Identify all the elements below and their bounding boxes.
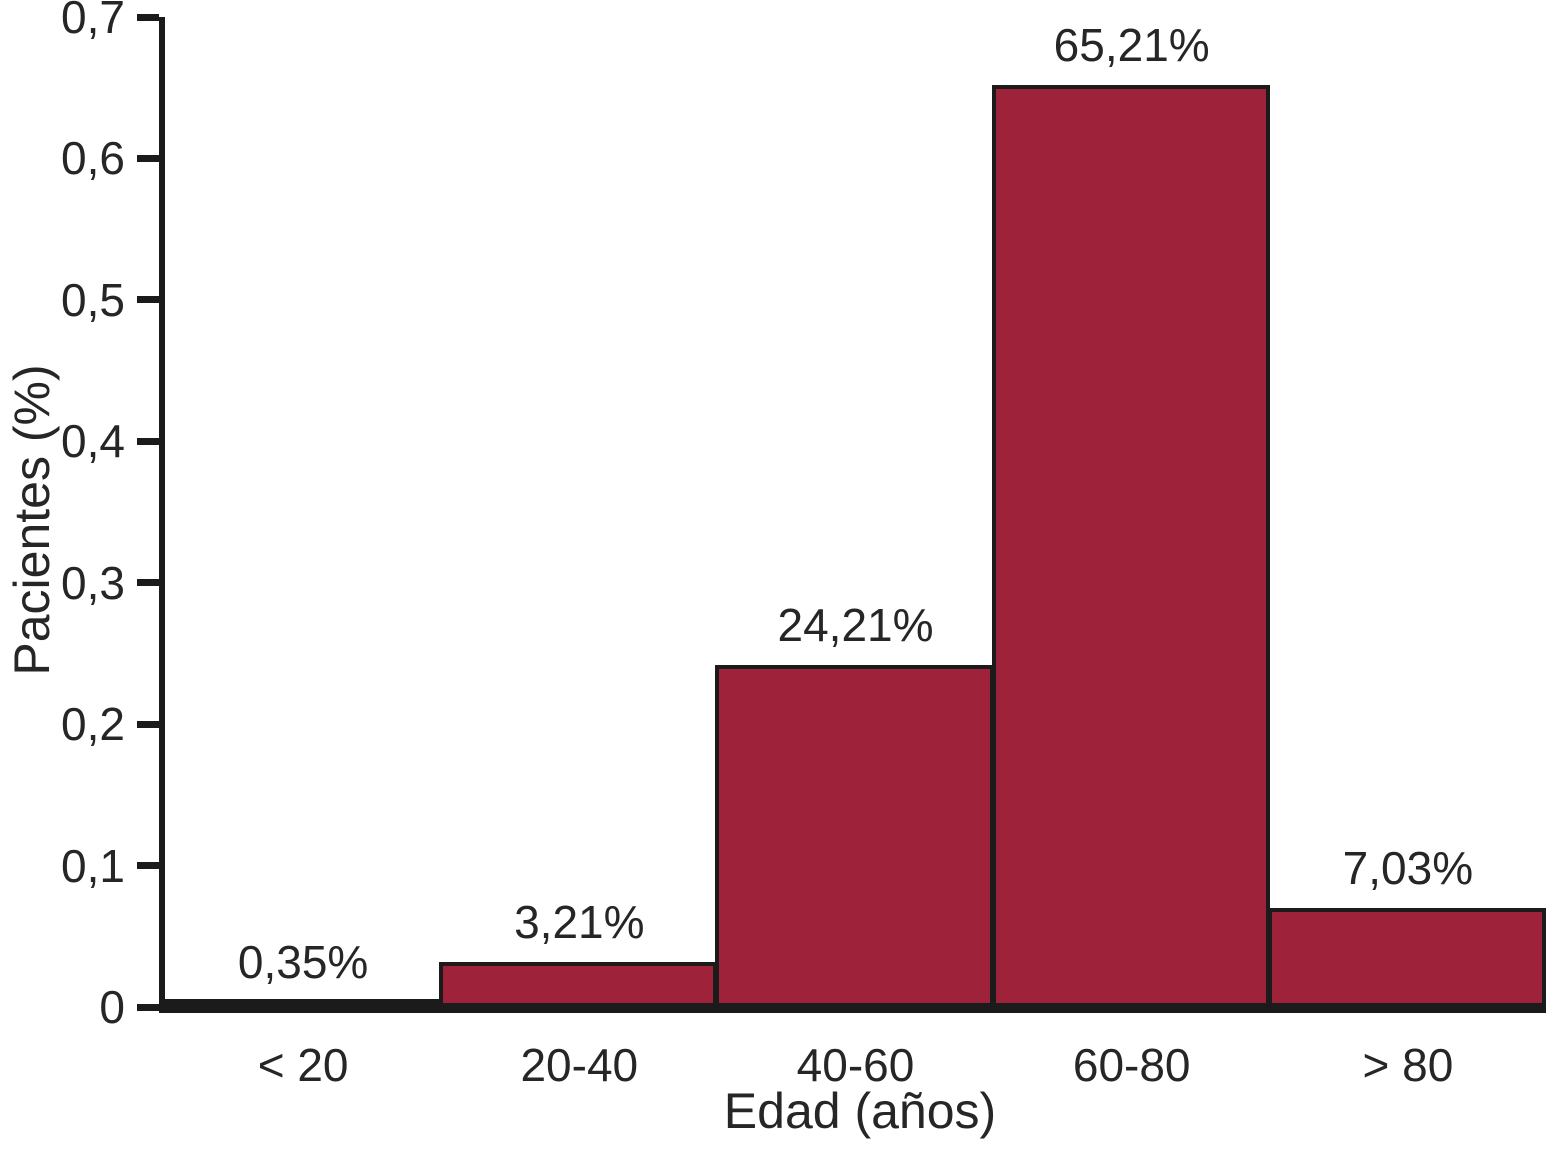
- x-tick-label: 20-40: [520, 1039, 639, 1091]
- x-tick-label: 40-60: [796, 1039, 915, 1091]
- bar: [439, 961, 718, 1007]
- y-tick-label: 0,5: [61, 273, 125, 326]
- y-tick-label: 0,7: [61, 0, 125, 43]
- y-tick-mark: [137, 437, 159, 445]
- bar-value-label: 24,21%: [777, 598, 934, 651]
- bar-value-label: 7,03%: [1342, 841, 1474, 894]
- y-tick-label: 0,6: [61, 132, 125, 185]
- y-tick-mark: [137, 154, 159, 162]
- y-tick-mark: [137, 579, 159, 587]
- y-tick-label: 0,2: [61, 698, 125, 751]
- y-tick-mark: [137, 13, 159, 21]
- y-tick-label: 0,1: [61, 839, 125, 892]
- bar-value-label: 0,35%: [237, 936, 369, 989]
- bar: [165, 999, 442, 1007]
- y-tick-mark: [137, 720, 159, 728]
- x-tick-label: < 20: [257, 1039, 349, 1091]
- y-tick-label: 0: [99, 981, 125, 1033]
- bar: [991, 84, 1270, 1007]
- y-tick-mark: [137, 1003, 159, 1011]
- bar-value-label: 65,21%: [1053, 18, 1210, 71]
- y-axis-title: Pacientes (%): [4, 364, 60, 676]
- bar-value-label: 3,21%: [514, 895, 645, 948]
- y-tick-label: 0,3: [61, 556, 125, 609]
- bar: [1267, 907, 1546, 1007]
- y-tick-mark: [137, 862, 159, 870]
- x-tick-label: 60-80: [1072, 1039, 1191, 1091]
- y-tick-mark: [137, 296, 159, 304]
- y-tick-label: 0,4: [61, 415, 125, 468]
- plot-area: 0 0,1 0,2 0,3 0,4 0,5 0,6 0,7 0,35% 3,21% 24,21% 6…: [61, 0, 1546, 1091]
- x-axis-title: Edad (años): [723, 1083, 997, 1139]
- bar: [715, 664, 994, 1007]
- x-tick-label: > 80: [1362, 1039, 1454, 1091]
